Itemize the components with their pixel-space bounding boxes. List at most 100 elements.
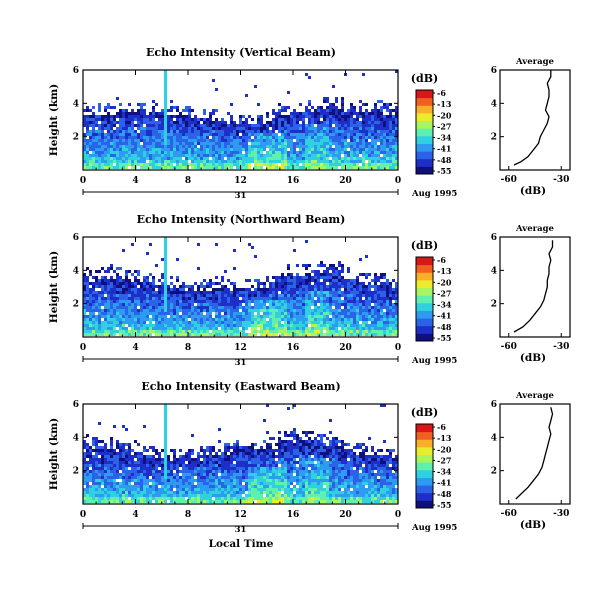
heatmap-cell (95, 452, 98, 455)
heatmap-cell (242, 127, 245, 130)
heatmap-cell (155, 464, 158, 467)
heatmap-cell (368, 324, 371, 327)
heatmap-cell (185, 166, 188, 169)
heatmap-cell (278, 121, 281, 124)
heatmap-cell (221, 306, 224, 309)
heatmap-cell (284, 300, 287, 303)
heatmap-cell (191, 467, 194, 470)
heatmap-cell (170, 130, 173, 133)
heatmap-cell (230, 148, 233, 151)
heatmap-cell (341, 282, 344, 285)
heatmap-cell (101, 136, 104, 139)
heatmap-cell (254, 309, 257, 312)
heatmap-cell (284, 291, 287, 294)
heatmap-cell (149, 166, 152, 169)
heatmap-cell (200, 300, 203, 303)
heatmap-cell (206, 318, 209, 321)
heatmap-cell (83, 285, 86, 288)
heatmap-cell (176, 294, 179, 297)
heatmap-cell (164, 157, 167, 160)
heatmap-cell (278, 115, 281, 118)
heatmap-cell (158, 291, 161, 294)
heatmap-cell (170, 306, 173, 309)
heatmap-cell (113, 327, 116, 330)
heatmap-cell (236, 315, 239, 318)
heatmap-cell (242, 166, 245, 169)
heatmap-cell (344, 115, 347, 118)
heatmap-cell (323, 127, 326, 130)
heatmap-cell (146, 157, 149, 160)
heatmap-cell (362, 327, 365, 330)
heatmap-cell (86, 288, 89, 291)
heatmap-cell (260, 145, 263, 148)
heatmap-cell (161, 473, 164, 476)
heatmap-cell (275, 139, 278, 142)
heatmap-cell (182, 148, 185, 151)
heatmap-cell (332, 121, 335, 124)
heatmap-cell (368, 315, 371, 318)
heatmap-cell (251, 133, 254, 136)
heatmap-cell (287, 273, 290, 276)
heatmap-cell (278, 127, 281, 130)
heatmap-cell (92, 139, 95, 142)
heatmap-cell (200, 461, 203, 464)
heatmap-cell (365, 312, 368, 315)
heatmap-cell (314, 327, 317, 330)
heatmap-cell (242, 315, 245, 318)
heatmap-cell (341, 97, 344, 100)
heatmap-cell (224, 324, 227, 327)
heatmap-cell (278, 157, 281, 160)
heatmap-cell (317, 136, 320, 139)
heatmap-cell (197, 485, 200, 488)
heatmap-cell (95, 488, 98, 491)
heatmap-cell (149, 455, 152, 458)
heatmap-cell (167, 291, 170, 294)
heatmap-cell (230, 306, 233, 309)
heatmap-cell (185, 297, 188, 300)
heatmap-cell (188, 470, 191, 473)
heatmap-cell (164, 330, 167, 333)
heatmap-cell (215, 288, 218, 291)
heatmap-cell (332, 118, 335, 121)
heatmap-cell (155, 312, 158, 315)
heatmap-cell (254, 300, 257, 303)
heatmap-cell (131, 479, 134, 482)
heatmap-cell (350, 103, 353, 106)
heatmap-cell (203, 497, 206, 500)
heatmap-cell (173, 306, 176, 309)
heatmap-cell (275, 300, 278, 303)
heatmap-cell (164, 449, 167, 452)
heatmap-cell (278, 103, 281, 106)
heatmap-cell (389, 312, 392, 315)
heatmap-cell (134, 160, 137, 163)
heatmap-cell (131, 318, 134, 321)
heatmap-cell (131, 157, 134, 160)
heatmap-cell (191, 479, 194, 482)
heatmap-cell (344, 312, 347, 315)
heatmap-cell (101, 166, 104, 169)
heatmap-cell (218, 121, 221, 124)
heatmap-cell (224, 327, 227, 330)
heatmap-cell (122, 285, 125, 288)
heatmap-cell (299, 306, 302, 309)
heatmap-cell (317, 321, 320, 324)
heatmap-cell (245, 130, 248, 133)
heatmap-cell (368, 151, 371, 154)
heatmap-cell (383, 285, 386, 288)
heatmap-cell (113, 285, 116, 288)
heatmap-cell (338, 136, 341, 139)
heatmap-cell (281, 309, 284, 312)
heatmap-cell (125, 497, 128, 500)
heatmap-cell (251, 142, 254, 145)
heatmap-cell (137, 309, 140, 312)
heatmap-cell (278, 330, 281, 333)
heatmap-cell (182, 142, 185, 145)
heatmap-cell (200, 455, 203, 458)
x-tick-label: 20 (339, 176, 352, 186)
heatmap-cell (269, 303, 272, 306)
heatmap-cell (122, 303, 125, 306)
heatmap-cell (302, 327, 305, 330)
heatmap-cell (197, 163, 200, 166)
heatmap-cell (320, 261, 323, 264)
heatmap-cell (287, 118, 290, 121)
